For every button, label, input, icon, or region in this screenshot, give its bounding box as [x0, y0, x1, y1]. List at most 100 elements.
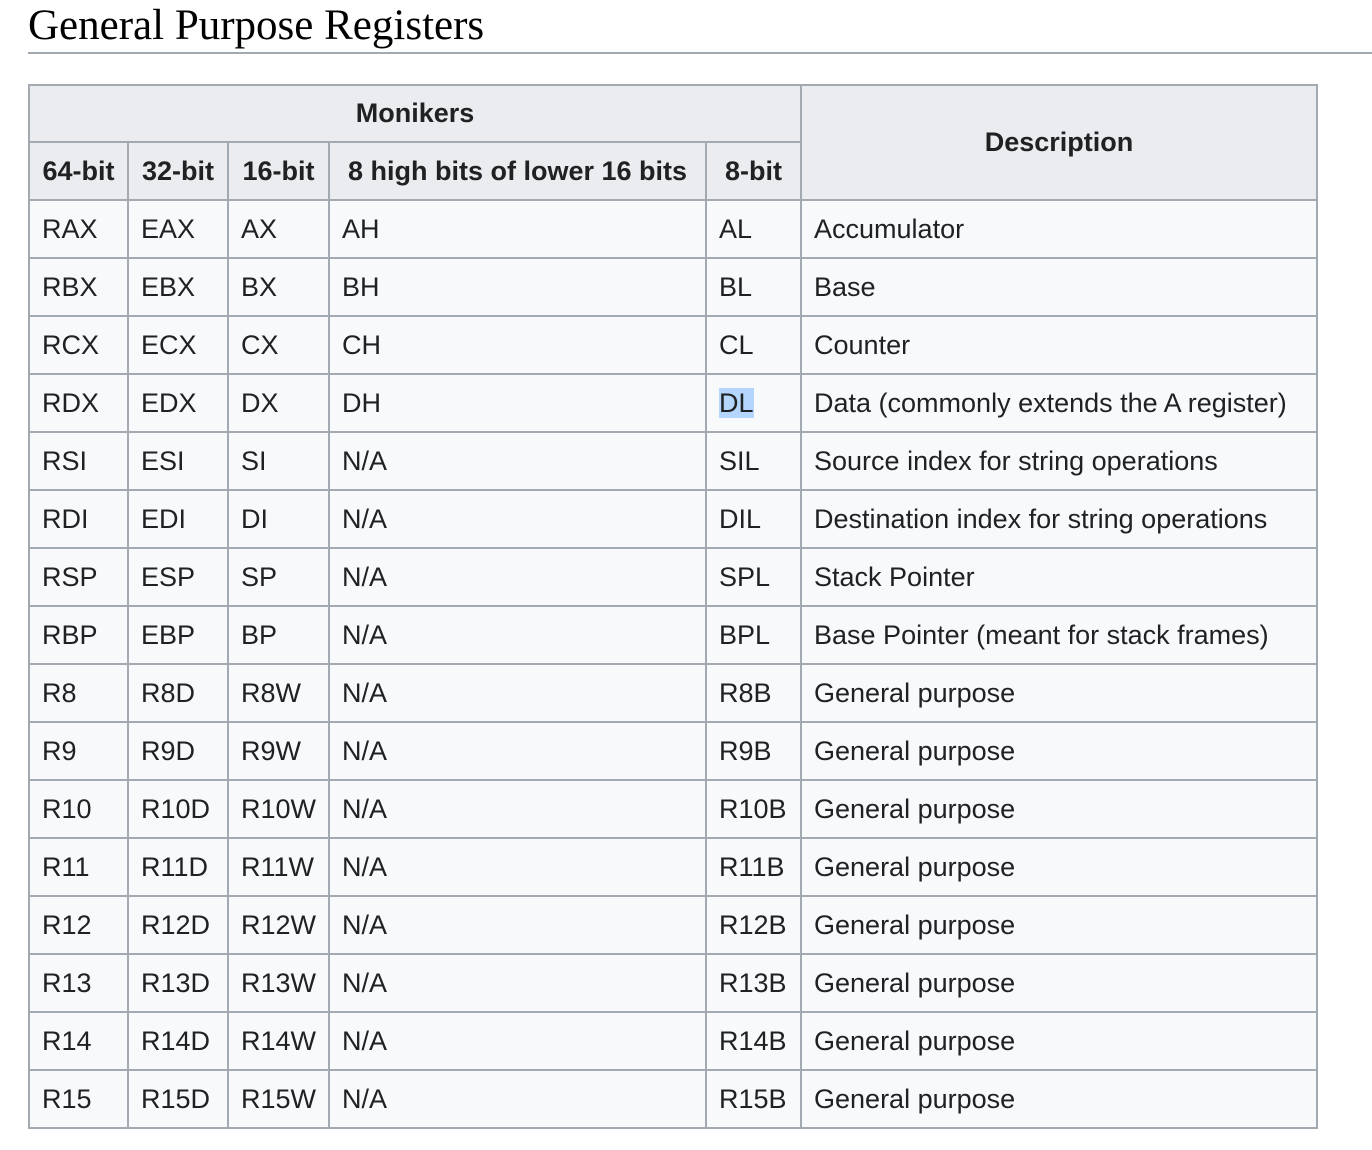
- cell-64bit: RDX: [28, 373, 129, 433]
- cell-16bit: CX: [226, 315, 331, 375]
- cell-text: R9: [42, 735, 77, 766]
- cell-8bit: BL: [705, 257, 803, 317]
- cell-64bit: R15: [28, 1069, 129, 1129]
- cell-32bit: EAX: [127, 199, 229, 259]
- column-header-32bit: 32-bit: [127, 141, 229, 201]
- cell-64bit: RBX: [28, 257, 129, 317]
- cell-text: N/A: [342, 851, 388, 882]
- cell-text: Counter: [814, 329, 911, 360]
- cell-64bit: RCX: [28, 315, 129, 375]
- cell-32bit: EDI: [127, 489, 229, 549]
- table-row: R11 R11D R11W N/A R11B General purpose: [28, 837, 1319, 897]
- cell-text: R13B: [719, 967, 787, 998]
- cell-8-high-bits: N/A: [328, 837, 708, 897]
- cell-8-high-bits: N/A: [328, 663, 708, 723]
- cell-text: General purpose: [814, 677, 1016, 708]
- cell-64bit: RAX: [28, 199, 129, 259]
- cell-16bit: R8W: [226, 663, 331, 723]
- cell-16bit: BX: [226, 257, 331, 317]
- cell-8bit: DIL: [705, 489, 803, 549]
- cell-text: N/A: [342, 1025, 388, 1056]
- page-title: General Purpose Registers: [28, 2, 485, 49]
- cell-8-high-bits: N/A: [328, 431, 708, 491]
- cell-16bit: SI: [226, 431, 331, 491]
- cell-description: Data (commonly extends the A register): [800, 373, 1319, 433]
- cell-text: DIL: [719, 503, 762, 534]
- cell-text: ECX: [141, 329, 197, 360]
- cell-text: RDI: [42, 503, 89, 534]
- cell-text: R14B: [719, 1025, 787, 1056]
- cell-32bit: R14D: [127, 1011, 229, 1071]
- cell-64bit: R8: [28, 663, 129, 723]
- cell-32bit: ECX: [127, 315, 229, 375]
- cell-8bit: SPL: [705, 547, 803, 607]
- cell-32bit: EBP: [127, 605, 229, 665]
- cell-32bit: R15D: [127, 1069, 229, 1129]
- cell-text: General purpose: [814, 1025, 1016, 1056]
- cell-description: Accumulator: [800, 199, 1319, 259]
- cell-text: RBP: [42, 619, 98, 650]
- table-row: R9 R9D R9W N/A R9B General purpose: [28, 721, 1319, 781]
- cell-8-high-bits: N/A: [328, 605, 708, 665]
- cell-text: R8: [42, 677, 77, 708]
- cell-text: R12B: [719, 909, 787, 940]
- cell-8bit: R12B: [705, 895, 803, 955]
- cell-64bit: R11: [28, 837, 129, 897]
- cell-description: Destination index for string operations: [800, 489, 1319, 549]
- cell-text: N/A: [342, 793, 388, 824]
- cell-text: AX: [241, 213, 278, 244]
- section-heading: General Purpose Registers: [28, 0, 1372, 54]
- cell-text: N/A: [342, 503, 388, 534]
- cell-8bit: R9B: [705, 721, 803, 781]
- cell-text: Data (commonly extends the A register): [814, 387, 1287, 418]
- cell-8-high-bits: CH: [328, 315, 708, 375]
- cell-64bit: R9: [28, 721, 129, 781]
- cell-text: General purpose: [814, 793, 1016, 824]
- cell-text: AH: [342, 213, 380, 244]
- cell-text: R14: [42, 1025, 92, 1056]
- cell-8bit: BPL: [705, 605, 803, 665]
- cell-description: General purpose: [800, 1011, 1319, 1071]
- cell-64bit: RSP: [28, 547, 129, 607]
- cell-8-high-bits: N/A: [328, 779, 708, 839]
- cell-64bit: R10: [28, 779, 129, 839]
- cell-16bit: R10W: [226, 779, 331, 839]
- cell-8-high-bits: N/A: [328, 721, 708, 781]
- cell-description: Counter: [800, 315, 1319, 375]
- cell-text: R9B: [719, 735, 772, 766]
- table-row: RDI EDI DI N/A DIL Destination index for stri…: [28, 489, 1319, 549]
- cell-text: R9W: [241, 735, 301, 766]
- cell-description: General purpose: [800, 837, 1319, 897]
- cell-text: N/A: [342, 735, 388, 766]
- cell-64bit: R13: [28, 953, 129, 1013]
- cell-16bit: DI: [226, 489, 331, 549]
- column-header-8-high-bits: 8 high bits of lower 16 bits: [328, 141, 708, 201]
- cell-16bit: R14W: [226, 1011, 331, 1071]
- cell-32bit: R11D: [127, 837, 229, 897]
- cell-16bit: SP: [226, 547, 331, 607]
- cell-text: EBP: [141, 619, 196, 650]
- cell-8bit: R14B: [705, 1011, 803, 1071]
- cell-description: General purpose: [800, 663, 1319, 723]
- cell-text: R8B: [719, 677, 772, 708]
- cell-text: RSI: [42, 445, 88, 476]
- cell-text: SPL: [719, 561, 771, 592]
- cell-text: R10D: [141, 793, 211, 824]
- cell-text: General purpose: [814, 1083, 1016, 1114]
- cell-text: ESP: [141, 561, 196, 592]
- cell-text: R14D: [141, 1025, 211, 1056]
- cell-16bit: R11W: [226, 837, 331, 897]
- cell-text: R15: [42, 1083, 92, 1114]
- cell-text: Stack Pointer: [814, 561, 975, 592]
- table-row: RBP EBP BP N/A BPL Base Pointer (meant for st…: [28, 605, 1319, 665]
- cell-text: N/A: [342, 967, 388, 998]
- cell-text: Base: [814, 271, 876, 302]
- table-row: R13 R13D R13W N/A R13B General purpose: [28, 953, 1319, 1013]
- cell-text: General purpose: [814, 851, 1016, 882]
- cell-text: RSP: [42, 561, 98, 592]
- cell-text: DH: [342, 387, 382, 418]
- cell-text: Source index for string operations: [814, 445, 1218, 476]
- cell-text: N/A: [342, 677, 388, 708]
- cell-text: CL: [719, 329, 754, 360]
- cell-16bit: AX: [226, 199, 331, 259]
